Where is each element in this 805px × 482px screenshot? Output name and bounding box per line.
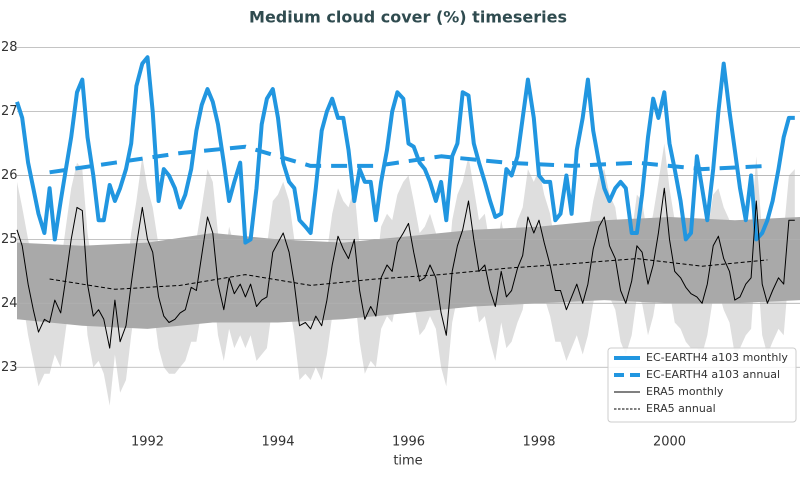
- series-line: [49, 144, 768, 175]
- x-axis-label: time: [393, 454, 422, 469]
- legend-label: ERA5 monthly: [646, 385, 724, 398]
- series-line: [49, 258, 768, 290]
- x-tick-label: 1996: [392, 435, 425, 450]
- legend-label: EC-EARTH4 a103 annual: [646, 368, 780, 381]
- y-tick-label: 24: [1, 296, 18, 311]
- y-tick-label: 27: [1, 104, 18, 119]
- series-line: [15, 55, 795, 245]
- legend-box: [607, 347, 797, 423]
- legend-label: EC-EARTH4 a103 monthly: [646, 351, 788, 364]
- x-tick-label: 1998: [522, 435, 555, 450]
- x-tick-label: 1992: [131, 435, 164, 450]
- series-line: [16, 187, 795, 349]
- band: [17, 217, 800, 329]
- x-tick-label: 2000: [653, 435, 686, 450]
- y-tick-label: 25: [1, 232, 18, 247]
- y-tick-label: 23: [1, 360, 18, 375]
- legend-label: ERA5 annual: [646, 402, 716, 415]
- legend: EC-EARTH4 a103 monthly EC-EARTH4 a103 ann…: [607, 347, 797, 423]
- y-tick-label: 26: [1, 168, 18, 183]
- y-tick-label: 28: [1, 40, 18, 55]
- x-tick-label: 1994: [261, 435, 294, 450]
- chart-title: Medium cloud cover (%) timeseries: [249, 8, 567, 27]
